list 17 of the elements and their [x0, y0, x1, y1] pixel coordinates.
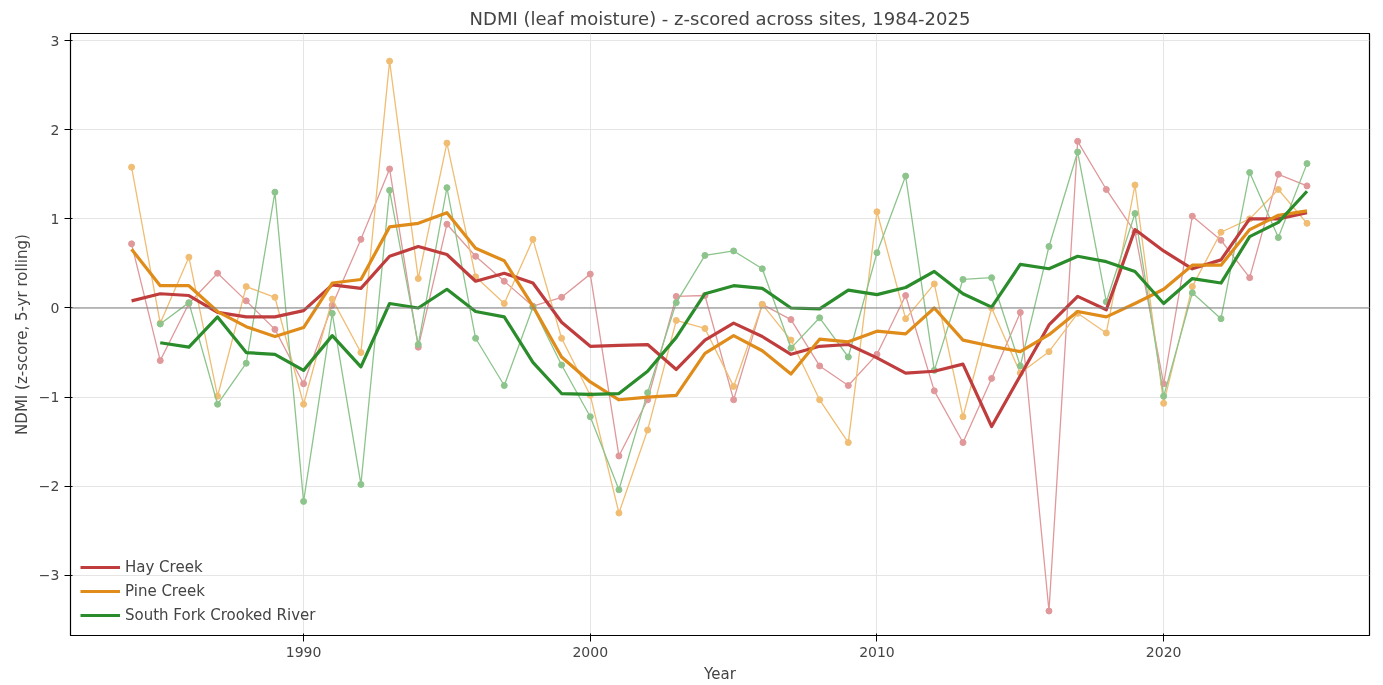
x-tick-label: 2020: [1145, 643, 1182, 660]
legend-label: Hay Creek: [125, 558, 203, 576]
x-tick-label: 2000: [572, 643, 609, 660]
y-tick-label: −1: [38, 389, 60, 406]
chart-title: NDMI (leaf moisture) - z-scored across sites, 1984-2025: [469, 7, 971, 29]
y-tick-label: 1: [50, 210, 60, 227]
y-tick-label: 2: [50, 121, 60, 138]
x-tick-label: 1990: [285, 643, 322, 660]
legend-label: South Fork Crooked River: [125, 606, 316, 624]
y-tick-label: 0: [50, 299, 60, 316]
y-tick-label: 3: [50, 32, 60, 49]
y-tick-label: −2: [38, 478, 60, 495]
y-axis-title: NDMI (z-score, 5-yr rolling): [12, 234, 31, 435]
y-tick-label: −3: [38, 567, 60, 584]
x-axis-title: Year: [703, 664, 737, 683]
x-tick-label: 2010: [859, 643, 895, 660]
legend-label: Pine Creek: [125, 582, 205, 600]
